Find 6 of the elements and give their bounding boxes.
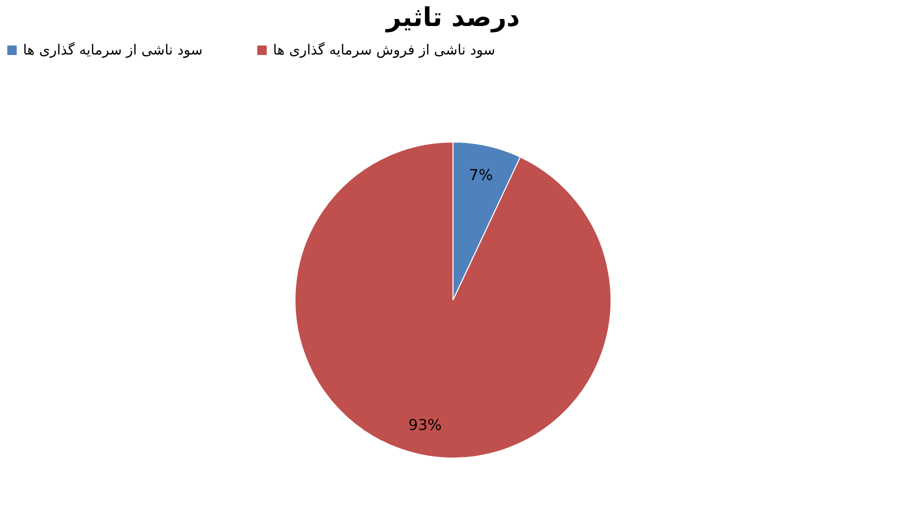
- data-label: 93%: [408, 416, 442, 434]
- legend-label: سود ناشی از سرمایه گذاری ها: [23, 41, 203, 58]
- legend-label: سود ناشی از فروش سرمایه گذاری ها: [273, 41, 496, 58]
- data-label: 7%: [469, 166, 493, 184]
- pie-slice: [294, 142, 612, 458]
- chart-title: درصد تاثیر: [384, 3, 520, 33]
